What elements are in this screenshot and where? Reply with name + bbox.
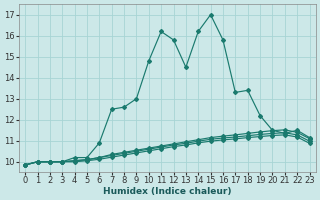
X-axis label: Humidex (Indice chaleur): Humidex (Indice chaleur) (103, 187, 232, 196)
